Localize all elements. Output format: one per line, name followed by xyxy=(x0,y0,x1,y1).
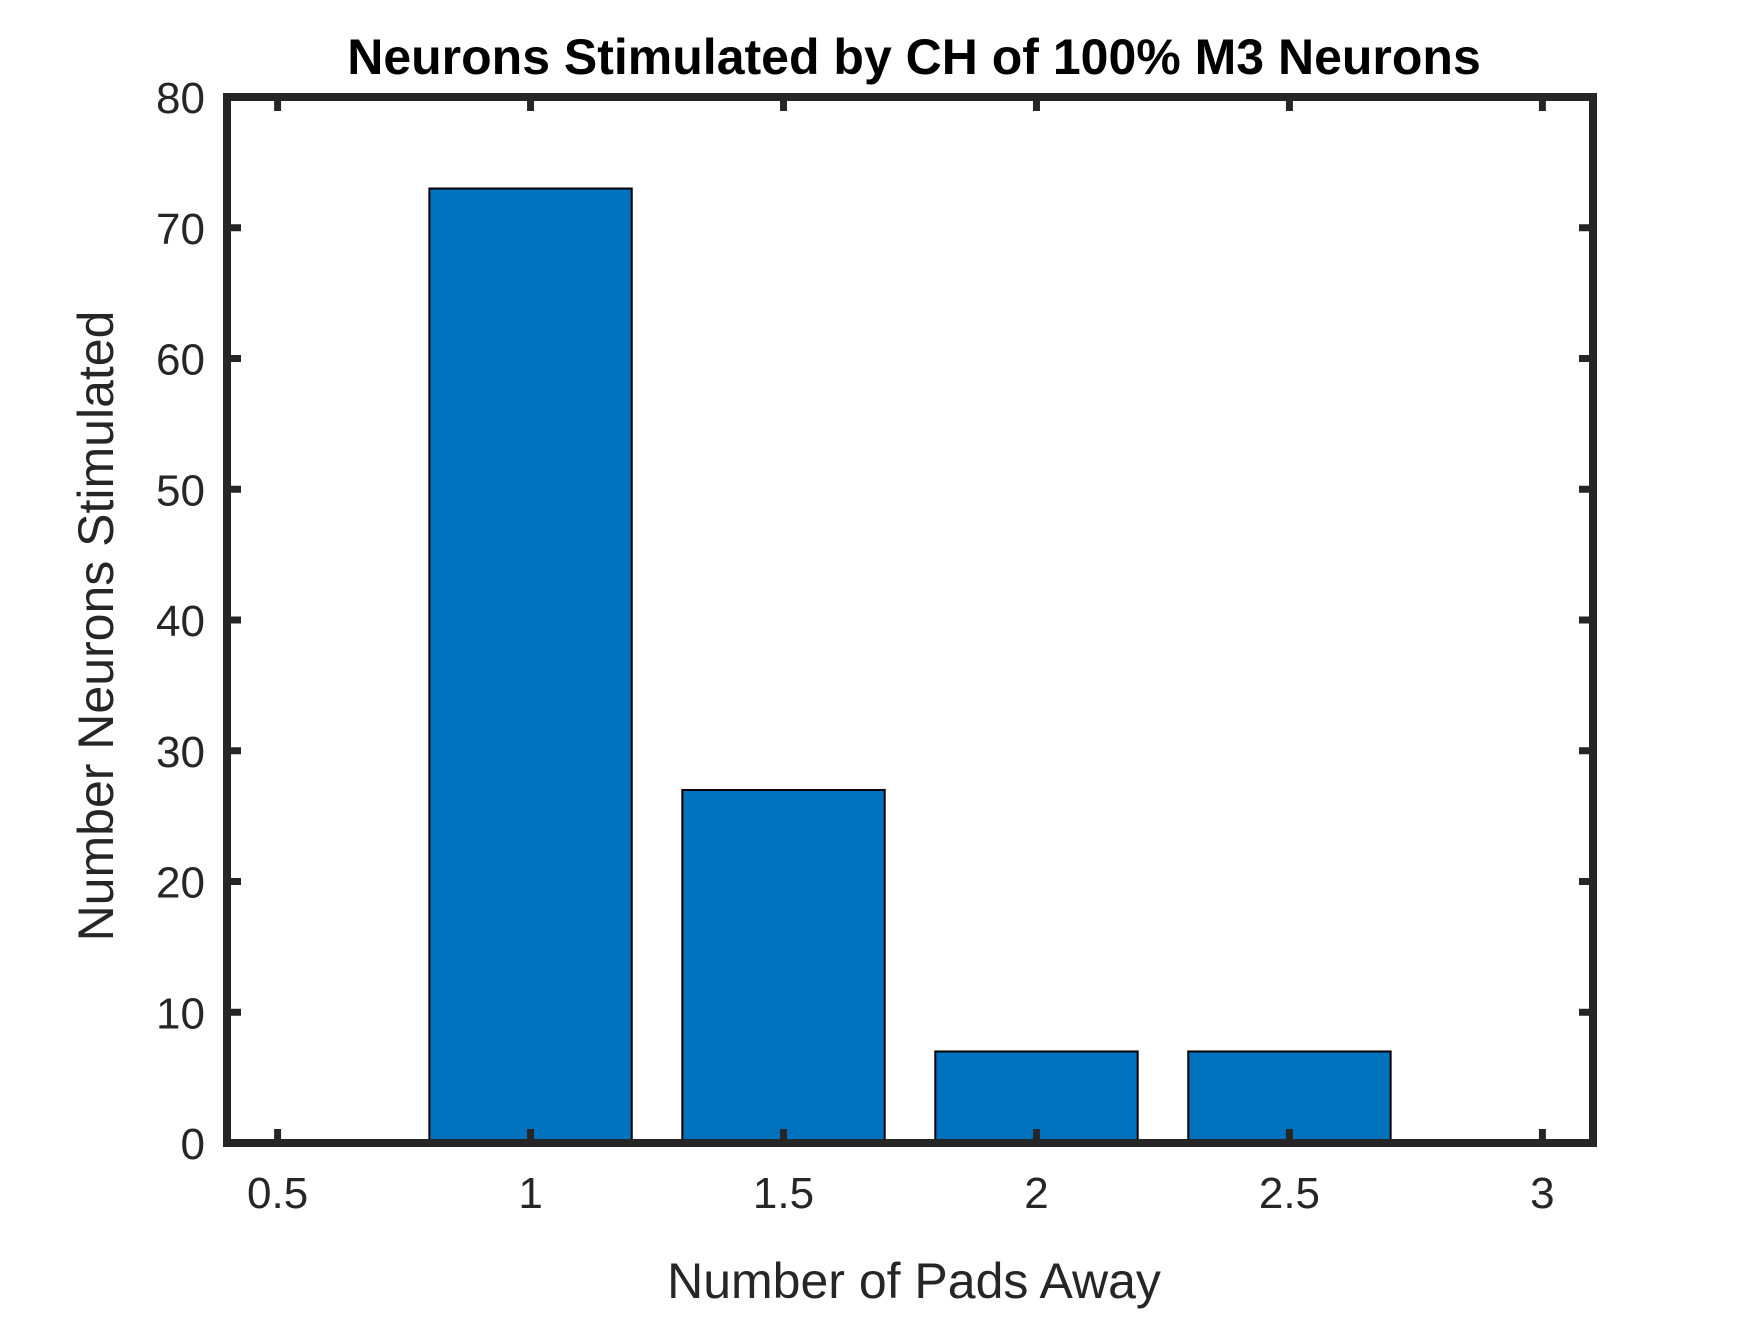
ticks-group: 0 10 20 30 40 50 60 70 80 0.5 1 1.5 2 2.5 3 xyxy=(156,74,1593,1218)
y-axis-label: Number Neurons Stimulated xyxy=(68,311,124,942)
bar xyxy=(1187,1050,1392,1144)
bar xyxy=(934,1050,1139,1144)
chart-title: Neurons Stimulated by CH of 100% M3 Neur… xyxy=(347,29,1481,85)
y-tick-label: 80 xyxy=(156,74,205,123)
x-tick-label: 1 xyxy=(518,1169,542,1218)
bars-group xyxy=(428,187,1392,1144)
y-tick-label: 0 xyxy=(181,1120,205,1169)
x-tick-label: 1.5 xyxy=(753,1169,814,1218)
bar xyxy=(428,187,633,1144)
y-tick-label: 10 xyxy=(156,989,205,1038)
x-tick-label: 2.5 xyxy=(1259,1169,1320,1218)
y-tick-label: 30 xyxy=(156,728,205,777)
x-tick-label: 2 xyxy=(1024,1169,1048,1218)
y-tick-label: 70 xyxy=(156,205,205,254)
x-tick-label: 0.5 xyxy=(247,1169,308,1218)
bar xyxy=(681,788,886,1144)
y-tick-label: 40 xyxy=(156,597,205,646)
x-tick-label: 3 xyxy=(1530,1169,1554,1218)
y-tick-label: 20 xyxy=(156,859,205,908)
y-tick-label: 60 xyxy=(156,336,205,385)
y-tick-label: 50 xyxy=(156,466,205,515)
x-axis-label: Number of Pads Away xyxy=(667,1253,1161,1309)
